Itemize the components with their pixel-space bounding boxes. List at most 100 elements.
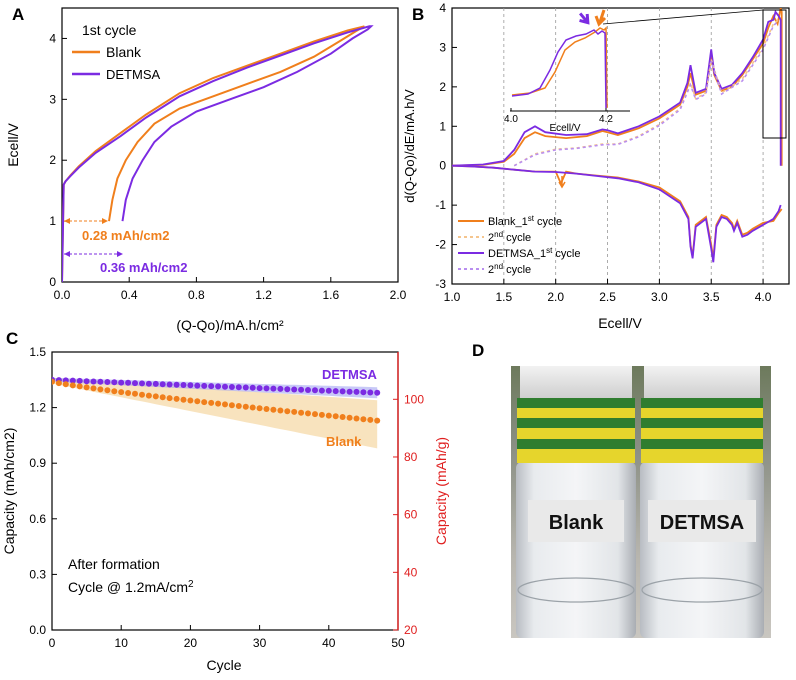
vial-blank-stripe-3 [517,418,635,428]
c-point-blank [104,387,111,394]
c-point-blank [194,398,201,405]
panel-c-note-2: Cycle @ 1.2mA/cm2 [68,579,194,595]
annotation-blank-offset: 0.28 mAh/cm2 [82,228,169,243]
c-point-detmsa [194,382,201,389]
c-ytick-label: 0.0 [29,623,46,637]
c-point-detmsa [339,388,346,395]
c-point-blank [52,378,55,385]
annotation-detmsa-offset: 0.36 mAh/cm2 [100,260,187,275]
c-point-blank [76,383,83,390]
vial-blank-stripe-2 [517,408,635,418]
a-xtick-label: 1.2 [255,288,272,302]
c-point-blank [339,414,346,420]
c-point-detmsa [346,388,353,395]
c-point-blank [263,406,270,412]
panel-c-ylabel: Capacity (mAh/cm2) [1,428,17,555]
c-point-detmsa [166,381,173,388]
c-y2tick-label: 40 [404,565,418,579]
b-xtick-label: 3.5 [703,290,720,304]
c-y2tick-label: 60 [404,508,418,522]
c-point-blank [235,403,242,409]
a-ytick-label: 2 [49,153,56,167]
vial-blank-stripe-1 [517,398,635,408]
b-ytick-label: -2 [435,238,446,252]
c-point-detmsa [256,385,263,392]
vial-blank-liquid [517,577,635,603]
c-point-blank [374,417,381,424]
vial-detmsa-stripe-4 [641,428,763,439]
legend-b-blank2: 2nd cycle [488,230,531,244]
c-point-blank [312,411,318,418]
c-point-detmsa [159,381,166,388]
b-xtick-label: 2.5 [599,290,616,304]
c-point-blank [298,409,305,416]
c-point-detmsa [367,389,374,396]
panel-c-xlabel: Cycle [206,657,241,673]
c-point-detmsa [145,380,152,387]
c-point-detmsa [132,380,138,387]
a-xtick-label: 0.8 [188,288,205,302]
vial-detmsa-body [640,462,764,638]
c-point-blank [305,410,311,417]
c-xtick-label: 20 [184,636,198,650]
c-point-detmsa [139,380,145,387]
c-point-blank [69,382,76,389]
c-ytick-label: 0.9 [29,456,46,470]
c-ytick-label: 1.2 [29,401,46,415]
c-point-blank [256,405,263,412]
c-point-detmsa [173,381,180,388]
c-point-blank [332,413,339,420]
c-point-detmsa [104,379,111,385]
c-ytick-label: 0.6 [29,512,46,526]
c-point-detmsa [187,382,194,389]
c-point-blank [159,394,166,401]
c-point-blank [132,390,138,397]
panel-label-a: A [12,5,24,24]
c-point-detmsa [90,378,97,385]
panel-c-legend-blank: Blank [326,434,362,449]
arrow-blank-head-left [64,218,70,224]
c-point-detmsa [332,388,339,395]
a-ytick-label: 3 [49,92,56,106]
c-point-detmsa [118,379,125,386]
vial-detmsa-stripe-1 [641,398,763,408]
c-point-detmsa [291,386,298,393]
c-point-blank [242,403,249,410]
b-series-detmsa_2nd cycle [513,20,780,167]
inset-curve-detmsa [511,29,607,109]
c-xtick-label: 40 [322,636,336,650]
b-series-blank_1st cycle [452,8,783,167]
c-point-blank [222,401,228,408]
a-ytick-label: 1 [49,214,56,228]
c-point-blank [83,384,90,391]
b-ytick-label: 1 [439,119,446,133]
b-series-detmsa_1st_reduction [452,164,782,263]
c-xtick-label: 0 [49,636,56,650]
vial-blank-stripe-4 [517,428,635,439]
c-point-detmsa [69,377,76,384]
arrow-detmsa-head-right [117,251,123,257]
label-blank-text: Blank [549,512,604,534]
panel-b-legend: Blank_1st cycle 2nd cycle DETMSA_1st cyc… [458,214,580,276]
c-point-detmsa [353,388,360,395]
c-point-detmsa [374,389,381,396]
c-point-blank [90,385,97,392]
c-point-detmsa [76,377,83,384]
c-point-blank [249,404,256,411]
panel-c-note-1: After formation [68,556,160,572]
b-ytick-label: -3 [435,277,446,291]
c-point-blank [111,388,118,395]
vial-blank-stripe-6 [517,449,635,463]
legend-blank-label: Blank [106,44,142,60]
c-point-detmsa [180,382,187,388]
inset-arrow-blank [594,9,607,27]
c-point-detmsa [208,383,215,390]
c-point-blank [152,393,159,400]
panel-c-chart: 0 10 20 30 40 50 0.0 0.3 0.6 0.9 1.2 1.5 20 40 60 80 100… [1,345,449,673]
panel-c-y2label: Capacity (mAh/g) [433,437,449,545]
vial-detmsa-stripe-5 [641,439,763,449]
c-y2tick-label: 80 [404,450,418,464]
a-xtick-label: 1.6 [322,288,339,302]
c-point-blank [208,399,215,406]
